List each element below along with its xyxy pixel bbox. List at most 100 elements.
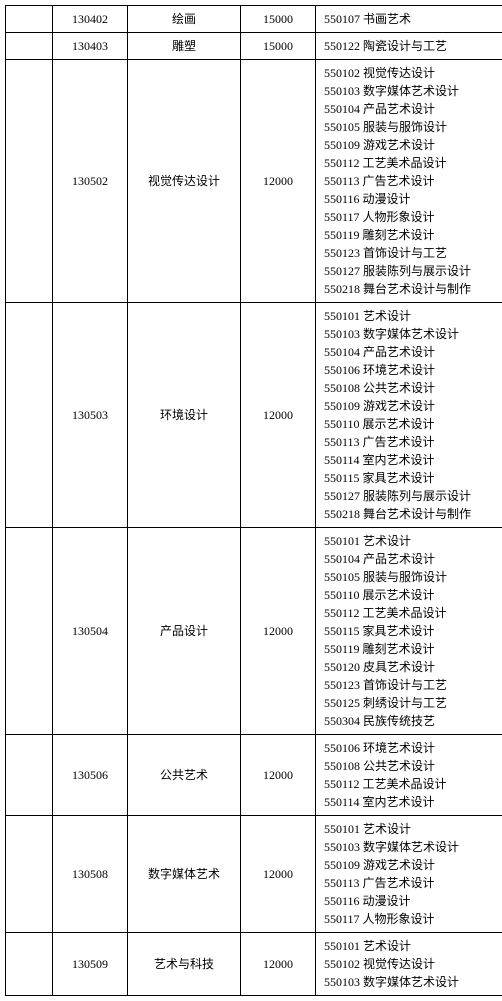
major-code: 130506 [53, 735, 128, 816]
major-name: 数字媒体艺术 [128, 816, 241, 933]
list-item: 550120 皮具艺术设计 [324, 658, 502, 676]
blank-cell [6, 303, 53, 528]
list-item: 550116 动漫设计 [324, 892, 502, 910]
list-item: 550103 数字媒体艺术设计 [324, 82, 502, 100]
list-item: 550116 动漫设计 [324, 190, 502, 208]
blank-cell [6, 528, 53, 735]
blank-cell [6, 735, 53, 816]
major-code: 130508 [53, 816, 128, 933]
list-item: 550101 艺术设计 [324, 820, 502, 838]
list-item: 550117 人物形象设计 [324, 208, 502, 226]
major-name: 艺术与科技 [128, 933, 241, 996]
list-item: 550114 室内艺术设计 [324, 793, 502, 811]
list-item: 550106 环境艺术设计 [324, 739, 502, 757]
major-name: 雕塑 [128, 33, 241, 60]
list-item: 550125 刺绣设计与工艺 [324, 694, 502, 712]
list-item: 550101 艺术设计 [324, 307, 502, 325]
list-item: 550112 工艺美术品设计 [324, 154, 502, 172]
list-item: 550109 游戏艺术设计 [324, 397, 502, 415]
table-row: 130503环境设计12000550101 艺术设计550103 数字媒体艺术设… [6, 303, 502, 528]
list-item: 550104 产品艺术设计 [324, 550, 502, 568]
list-item: 550110 展示艺术设计 [324, 586, 502, 604]
corresponding-majors: 550101 艺术设计550102 视觉传达设计550103 数字媒体艺术设计 [316, 933, 502, 996]
list-item: 550103 数字媒体艺术设计 [324, 973, 502, 991]
major-code: 130509 [53, 933, 128, 996]
list-item: 550110 展示艺术设计 [324, 415, 502, 433]
major-name: 视觉传达设计 [128, 60, 241, 303]
list-item: 550109 游戏艺术设计 [324, 136, 502, 154]
major-code: 130402 [53, 6, 128, 33]
list-item: 550304 民族传统技艺 [324, 712, 502, 730]
list-item: 550127 服装陈列与展示设计 [324, 487, 502, 505]
blank-cell [6, 33, 53, 60]
list-item: 550108 公共艺术设计 [324, 757, 502, 775]
list-item: 550103 数字媒体艺术设计 [324, 325, 502, 343]
corresponding-majors: 550106 环境艺术设计550108 公共艺术设计550112 工艺美术品设计… [316, 735, 502, 816]
blank-cell [6, 933, 53, 996]
list-item: 550105 服装与服饰设计 [324, 568, 502, 586]
corresponding-majors: 550107 书画艺术 [316, 6, 502, 33]
list-item: 550104 产品艺术设计 [324, 100, 502, 118]
list-item: 550119 雕刻艺术设计 [324, 640, 502, 658]
tuition-fee: 15000 [241, 33, 316, 60]
list-item: 550101 艺术设计 [324, 532, 502, 550]
major-code: 130503 [53, 303, 128, 528]
table-row: 130402绘画15000 550107 书画艺术 [6, 6, 502, 33]
list-item: 550112 工艺美术品设计 [324, 775, 502, 793]
list-item: 550115 家具艺术设计 [324, 469, 502, 487]
list-item: 550218 舞台艺术设计与制作 [324, 505, 502, 523]
tuition-fee: 12000 [241, 60, 316, 303]
majors-table: 130402绘画15000550107 书画艺术130403雕塑15000550… [5, 5, 502, 996]
corresponding-majors: 550102 视觉传达设计550103 数字媒体艺术设计550104 产品艺术设… [316, 60, 502, 303]
list-item: 550115 家具艺术设计 [324, 622, 502, 640]
list-item: 550123 首饰设计与工艺 [324, 244, 502, 262]
table-row: 130508数字媒体艺术12000550101 艺术设计550103 数字媒体艺… [6, 816, 502, 933]
major-name: 环境设计 [128, 303, 241, 528]
corresponding-majors: 550101 艺术设计550103 数字媒体艺术设计550104 产品艺术设计5… [316, 303, 502, 528]
list-item: 550113 广告艺术设计 [324, 433, 502, 451]
table-row: 130504产品设计12000550101 艺术设计550104 产品艺术设计5… [6, 528, 502, 735]
list-item: 550103 数字媒体艺术设计 [324, 838, 502, 856]
list-item: 550113 广告艺术设计 [324, 172, 502, 190]
list-item: 550127 服装陈列与展示设计 [324, 262, 502, 280]
blank-cell [6, 816, 53, 933]
major-name: 绘画 [128, 6, 241, 33]
tuition-fee: 12000 [241, 735, 316, 816]
corresponding-majors: 550101 艺术设计550103 数字媒体艺术设计550109 游戏艺术设计5… [316, 816, 502, 933]
list-item: 550105 服装与服饰设计 [324, 118, 502, 136]
tuition-fee: 12000 [241, 933, 316, 996]
tuition-fee: 15000 [241, 6, 316, 33]
table-row: 130403雕塑15000 550122 陶瓷设计与工艺 [6, 33, 502, 60]
major-name: 产品设计 [128, 528, 241, 735]
major-name: 公共艺术 [128, 735, 241, 816]
table-row: 130506公共艺术12000550106 环境艺术设计550108 公共艺术设… [6, 735, 502, 816]
major-code: 130502 [53, 60, 128, 303]
table-row: 130502视觉传达设计12000550102 视觉传达设计550103 数字媒… [6, 60, 502, 303]
tuition-fee: 12000 [241, 528, 316, 735]
list-item: 550101 艺术设计 [324, 937, 502, 955]
list-item: 550114 室内艺术设计 [324, 451, 502, 469]
major-code: 130403 [53, 33, 128, 60]
table-row: 130509艺术与科技12000550101 艺术设计550102 视觉传达设计… [6, 933, 502, 996]
list-item: 550102 视觉传达设计 [324, 64, 502, 82]
list-item: 550117 人物形象设计 [324, 910, 502, 928]
list-item: 550109 游戏艺术设计 [324, 856, 502, 874]
list-item: 550218 舞台艺术设计与制作 [324, 280, 502, 298]
list-item: 550119 雕刻艺术设计 [324, 226, 502, 244]
list-item: 550106 环境艺术设计 [324, 361, 502, 379]
list-item: 550107 书画艺术 [324, 10, 502, 28]
corresponding-majors: 550122 陶瓷设计与工艺 [316, 33, 502, 60]
major-code: 130504 [53, 528, 128, 735]
tuition-fee: 12000 [241, 816, 316, 933]
list-item: 550123 首饰设计与工艺 [324, 676, 502, 694]
list-item: 550102 视觉传达设计 [324, 955, 502, 973]
list-item: 550112 工艺美术品设计 [324, 604, 502, 622]
list-item: 550113 广告艺术设计 [324, 874, 502, 892]
corresponding-majors: 550101 艺术设计550104 产品艺术设计550105 服装与服饰设计55… [316, 528, 502, 735]
list-item: 550104 产品艺术设计 [324, 343, 502, 361]
tuition-fee: 12000 [241, 303, 316, 528]
blank-cell [6, 60, 53, 303]
list-item: 550108 公共艺术设计 [324, 379, 502, 397]
list-item: 550122 陶瓷设计与工艺 [324, 37, 502, 55]
blank-cell [6, 6, 53, 33]
